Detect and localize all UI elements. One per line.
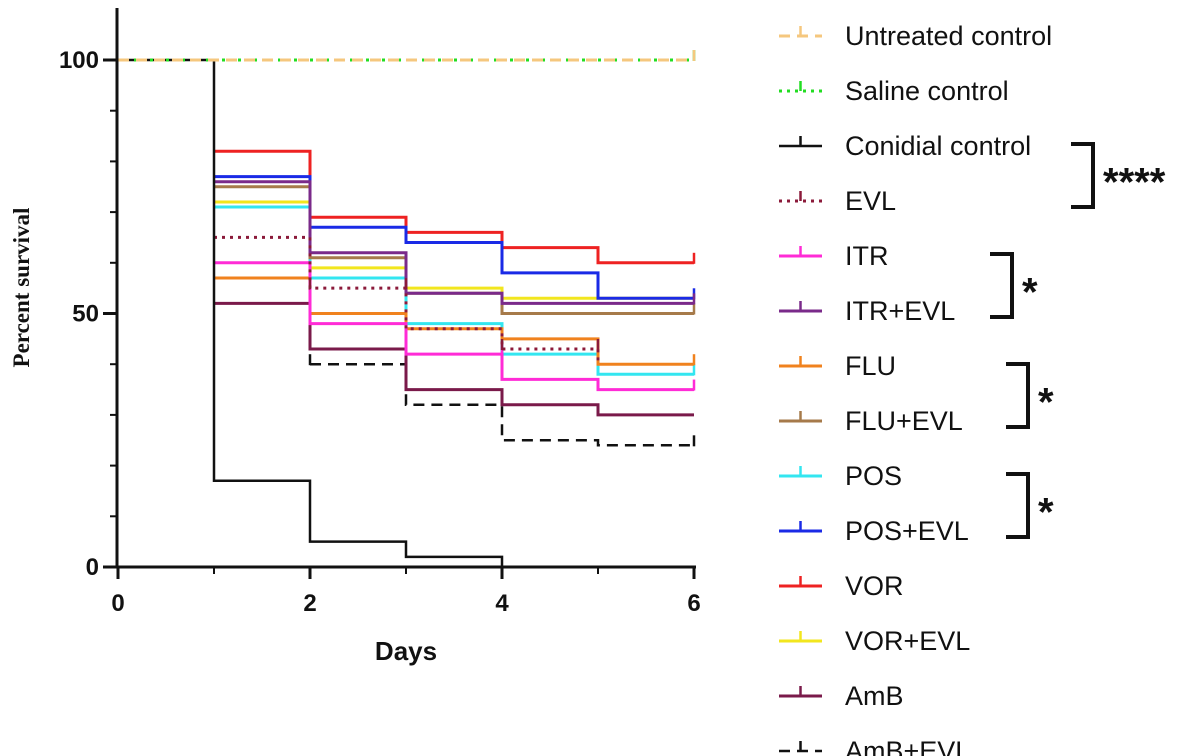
legend-label-pos-plus-evl: POS+EVL — [845, 516, 969, 546]
legend-label-itr-plus-evl: ITR+EVL — [845, 296, 955, 326]
legend-item-itr-plus-evl: ITR+EVL — [779, 296, 955, 326]
legend-label-evl: EVL — [845, 186, 896, 216]
series-amb — [214, 301, 694, 417]
y-tick-label-100: 100 — [59, 47, 99, 74]
y-tick-label-50: 50 — [72, 301, 99, 328]
series-line-conidial-control — [118, 58, 504, 567]
series-line-flu — [214, 276, 694, 366]
series-line-amb — [214, 301, 694, 417]
significance-label-2: * — [1038, 381, 1054, 425]
legend-item-untreated-control: Untreated control — [779, 21, 1052, 51]
series-amb-plus-evl — [308, 354, 696, 447]
legend-label-flu: FLU — [845, 351, 896, 381]
legend-label-vor-plus-evl: VOR+EVL — [845, 626, 970, 656]
legend-label-pos: POS — [845, 461, 902, 491]
legend-label-itr: ITR — [845, 241, 889, 271]
legend-item-amb-plus-evl: AmB+EVL — [779, 736, 970, 756]
series-line-evl — [214, 235, 600, 365]
legend-item-evl: EVL — [779, 186, 896, 216]
significance-bracket-0 — [1071, 142, 1095, 209]
legend-label-vor: VOR — [845, 571, 904, 601]
legend-label-saline-control: Saline control — [845, 76, 1009, 106]
legend-item-flu-plus-evl: FLU+EVL — [779, 406, 963, 436]
series-line-amb-plus-evl — [310, 362, 694, 447]
legend-item-vor: VOR — [779, 571, 904, 601]
legend-item-amb: AmB — [779, 681, 904, 711]
plot-area — [118, 50, 696, 567]
legend-label-flu-plus-evl: FLU+EVL — [845, 406, 963, 436]
series-itr — [214, 261, 696, 392]
y-axis-label: Percent survival — [9, 208, 34, 368]
legend-item-saline-control: Saline control — [779, 76, 1009, 106]
significance-bracket-1 — [990, 252, 1014, 319]
significance-label-0: **** — [1103, 161, 1166, 205]
significance-bracket-3 — [1006, 472, 1030, 539]
legend-item-flu: FLU — [779, 351, 896, 381]
y-tick-label-0: 0 — [86, 554, 99, 581]
series-flu — [214, 276, 696, 366]
x-tick-label-6: 6 — [687, 590, 700, 617]
significance-pos: * — [1006, 472, 1054, 539]
legend-label-amb-plus-evl: AmB+EVL — [845, 736, 970, 756]
legend-label-amb: AmB — [845, 681, 904, 711]
series-vor-plus-evl — [214, 200, 694, 300]
x-tick-label-4: 4 — [495, 590, 509, 617]
legend: Untreated control Saline control Conidial … — [779, 21, 1052, 756]
x-axis-label: Days — [375, 636, 437, 666]
significance-itr: * — [990, 252, 1038, 319]
significance-conidial-control: **** — [1071, 142, 1166, 209]
legend-item-conidial-control: Conidial control — [779, 131, 1031, 161]
legend-item-vor-plus-evl: VOR+EVL — [779, 626, 970, 656]
series-line-vor-plus-evl — [214, 200, 694, 300]
legend-item-pos: POS — [779, 461, 902, 491]
legend-item-pos-plus-evl: POS+EVL — [779, 516, 969, 546]
legend-label-untreated-control: Untreated control — [845, 21, 1052, 51]
significance-brackets: ******* — [990, 142, 1166, 539]
series-untreated-control — [118, 50, 696, 62]
significance-label-3: * — [1038, 491, 1054, 535]
series-conidial-control — [118, 58, 504, 567]
significance-label-1: * — [1022, 271, 1038, 315]
legend-item-itr: ITR — [779, 241, 889, 271]
significance-bracket-2 — [1006, 362, 1030, 429]
series-evl — [214, 235, 600, 365]
series-line-itr — [214, 261, 694, 392]
x-tick-label-2: 2 — [303, 590, 316, 617]
legend-label-conidial-control: Conidial control — [845, 131, 1031, 161]
axes: 0 50 100 0 2 4 6 Percent survival Days — [9, 8, 701, 666]
x-tick-label-0: 0 — [111, 590, 124, 617]
significance-flu: * — [1006, 362, 1054, 429]
